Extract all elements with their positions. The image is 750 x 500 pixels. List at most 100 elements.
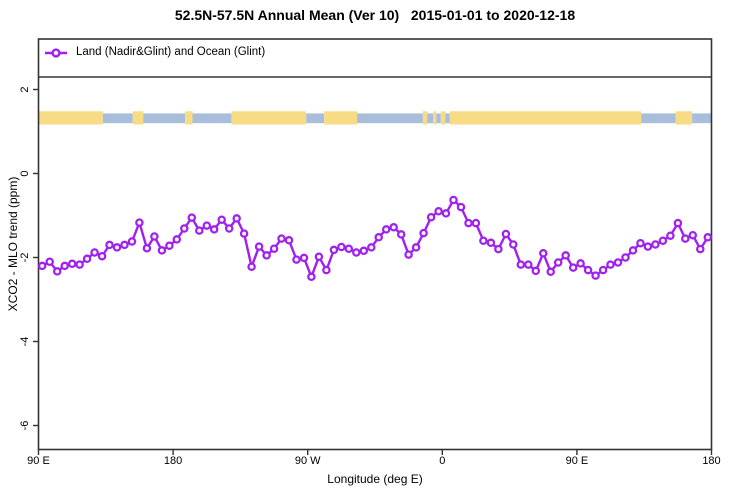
data-point-marker — [419, 228, 428, 238]
data-point-marker — [441, 209, 451, 218]
band-segment-ocean — [357, 113, 423, 124]
data-series — [37, 195, 713, 282]
data-point-marker — [307, 272, 316, 282]
y-tick-label: 2 — [19, 86, 31, 92]
data-point-marker — [583, 265, 593, 275]
data-point-marker — [157, 246, 167, 255]
band-segment-ocean — [102, 113, 133, 124]
data-point-marker — [82, 254, 92, 264]
band-segment-land — [422, 111, 428, 125]
data-point-marker — [666, 231, 675, 240]
y-tick-label: -6 — [19, 421, 31, 431]
legend-marker-icon — [51, 48, 61, 58]
data-point-marker — [165, 241, 174, 250]
data-point-marker — [60, 261, 69, 271]
data-point-marker — [509, 240, 518, 249]
data-point-marker — [479, 236, 488, 245]
data-point-marker — [374, 233, 383, 242]
band-segment-land — [675, 111, 693, 125]
legend-box — [38, 48, 712, 78]
data-point-marker — [553, 258, 563, 267]
data-point-marker — [254, 242, 264, 251]
data-point-marker — [381, 225, 391, 234]
band-segment-land — [132, 111, 144, 125]
data-point-marker — [284, 236, 294, 245]
band-segment-land — [324, 111, 358, 125]
data-point-marker — [45, 257, 54, 266]
data-point-marker — [247, 262, 256, 271]
data-point-marker — [112, 243, 122, 252]
data-point-marker — [606, 260, 615, 269]
data-point-marker — [449, 195, 458, 205]
band-segment-ocean — [445, 113, 450, 124]
data-point-marker — [658, 236, 668, 245]
data-point-marker — [135, 218, 144, 227]
band-segment-land — [185, 111, 193, 125]
axes: 90 E 180 90 W 0 90 E 180 2 0 -2 -4 -6 — [19, 38, 721, 467]
data-point-marker — [703, 233, 713, 242]
legend-label: Land (Nadir&Glint) and Ocean (Glint) — [76, 46, 266, 58]
data-point-marker — [172, 235, 182, 244]
data-point-marker — [621, 253, 630, 262]
x-tick-label: 0 — [439, 455, 445, 467]
data-point-marker — [688, 230, 698, 240]
data-point-marker — [576, 259, 585, 268]
data-point-marker — [232, 214, 241, 223]
data-point-marker — [643, 242, 653, 251]
band-segment-ocean — [427, 113, 434, 124]
y-tick-label: -2 — [19, 253, 31, 263]
data-point-marker — [262, 251, 271, 260]
data-point-marker — [67, 259, 77, 269]
data-point-marker — [314, 252, 324, 261]
data-point-marker — [142, 244, 152, 253]
data-point-marker — [224, 224, 234, 233]
data-point-marker — [539, 249, 548, 258]
band-segment-ocean — [143, 113, 186, 124]
band-segment-land — [38, 111, 103, 125]
data-point-marker — [546, 267, 555, 277]
data-point-marker — [292, 255, 301, 264]
data-point-marker — [352, 248, 361, 257]
x-tick-label: 180 — [164, 455, 182, 467]
data-point-marker — [531, 266, 541, 276]
data-point-marker — [636, 238, 645, 248]
data-point-marker — [269, 244, 279, 253]
band-segment-land — [449, 111, 642, 125]
band-segment-ocean — [692, 113, 712, 124]
band-segment-ocean — [436, 113, 441, 124]
data-point-marker — [591, 271, 600, 280]
data-point-marker — [598, 265, 608, 275]
x-tick-label: 90 E — [27, 455, 50, 467]
data-point-marker — [464, 218, 473, 228]
x-tick-label: 90 E — [566, 455, 589, 467]
plot-border — [37, 38, 713, 451]
data-point-marker — [524, 260, 533, 269]
data-point-marker — [239, 229, 249, 238]
data-point-marker — [97, 251, 107, 261]
band-segment-land — [433, 111, 437, 125]
page-title: 52.5N-57.5N Annual Mean (Ver 10) 2015-01… — [174, 7, 576, 23]
data-point-marker — [396, 230, 406, 239]
data-point-marker — [561, 251, 570, 260]
band-segment-land — [231, 111, 307, 125]
data-point-marker — [299, 253, 309, 263]
data-point-marker — [673, 218, 683, 228]
land-ocean-band — [38, 111, 712, 125]
band-segment-ocean — [306, 113, 325, 124]
band-segment-ocean — [641, 113, 676, 124]
data-point-marker — [90, 248, 99, 257]
data-point-marker — [486, 238, 496, 248]
data-point-marker — [471, 218, 481, 228]
data-point-marker — [180, 224, 189, 233]
band-segment-land — [440, 111, 446, 125]
data-point-marker — [651, 240, 660, 249]
y-tick-label: -4 — [19, 337, 31, 347]
data-point-marker — [329, 245, 339, 255]
x-tick-label: 180 — [702, 455, 720, 467]
data-point-marker — [322, 265, 331, 275]
data-point-marker — [613, 258, 623, 267]
data-point-marker — [105, 240, 114, 250]
data-point-marker — [628, 246, 638, 255]
data-point-marker — [359, 246, 369, 256]
data-point-marker — [434, 207, 443, 216]
